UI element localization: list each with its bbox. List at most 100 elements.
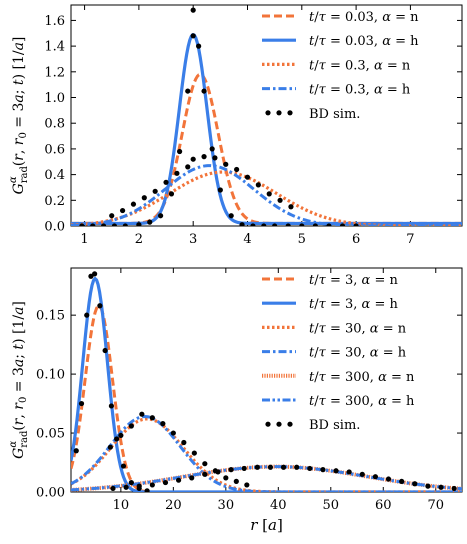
x-tick-label: 60 <box>375 498 392 513</box>
x-tick-label: 70 <box>427 498 444 513</box>
bd-sim-point <box>128 479 134 486</box>
bd-sim-point <box>228 467 234 473</box>
bd-sim-point <box>73 448 79 454</box>
series-line <box>71 277 462 492</box>
bd-sim-point <box>244 174 251 180</box>
bd-sim-point <box>288 204 294 210</box>
bd-sim-point <box>385 476 392 482</box>
legend-label: t/τ = 0.3, α = h <box>309 83 411 98</box>
bd-sim-point <box>277 197 283 203</box>
x-tick-label: 1 <box>80 232 88 247</box>
bd-sim-point <box>223 161 229 167</box>
bd-sim-point <box>109 213 115 219</box>
bd-sim-point <box>312 223 318 226</box>
bd-sim-point <box>372 474 378 480</box>
series-line <box>71 417 462 492</box>
bd-sim-point <box>97 303 103 309</box>
bottom-panel: 10 20 30 40 50 60 70 0.00 0.05 0.10 0.15 Gradα(r, r… <box>8 267 463 534</box>
bd-sim-point <box>346 469 352 475</box>
bd-sim-point <box>353 223 359 226</box>
x-tick-label: 7 <box>406 232 414 247</box>
bd-sim-point <box>144 488 150 492</box>
bd-sim-point <box>92 271 98 277</box>
y-tick-label: 1.4 <box>44 40 65 55</box>
series-line <box>71 304 462 492</box>
bd-sim-point <box>451 485 457 492</box>
bd-sim-point <box>272 223 278 226</box>
x-tick-label: 20 <box>165 498 182 513</box>
y-tick-label: 0.05 <box>36 427 65 442</box>
bd-sim-point <box>185 164 191 170</box>
bd-sim-point <box>438 484 444 490</box>
bd-sim-point <box>228 213 234 219</box>
bd-sim-point <box>412 481 418 487</box>
bd-sim-point <box>217 187 223 193</box>
y-tick-label: 0.8 <box>44 117 65 132</box>
y-tick-label: 1.2 <box>44 65 65 80</box>
bd-sim-point <box>233 478 239 484</box>
bd-sim-point <box>100 223 107 226</box>
x-tick-label: 4 <box>243 232 251 247</box>
bd-sim-point <box>201 154 207 160</box>
bd-sim-point <box>149 482 155 488</box>
x-tick-label: 30 <box>218 498 235 513</box>
bd-sim-point <box>234 166 240 173</box>
y-tick-label: 1.6 <box>44 14 65 29</box>
bd-sim-point <box>139 411 145 417</box>
y-tick-label: 0.2 <box>44 194 65 209</box>
legend-label: t/τ = 0.3, α = n <box>309 58 411 73</box>
bd-sim-point <box>185 88 191 94</box>
legend-label: t/τ = 0.03, α = h <box>309 34 419 49</box>
y-tick-label: 0.15 <box>36 309 65 324</box>
x-tick-label: 50 <box>323 498 340 513</box>
bd-sim-point <box>118 432 124 439</box>
bd-sim-point <box>299 223 305 226</box>
bd-sim-point <box>152 188 158 194</box>
series-line <box>71 164 462 226</box>
bd-sim-point <box>212 155 218 161</box>
legend-label: t/τ = 3, α = n <box>309 273 398 288</box>
bd-sim-point <box>280 464 287 470</box>
bd-sim-point <box>149 415 155 421</box>
x-tick-label: 6 <box>352 232 360 247</box>
bd-sim-point <box>141 195 147 201</box>
bd-sim-point <box>162 479 169 486</box>
y-tick-label: 0.4 <box>44 168 65 183</box>
bd-sim-point <box>190 156 196 162</box>
bd-sim-point <box>111 223 118 226</box>
bd-sim-point <box>163 179 169 185</box>
legend-dot <box>276 421 282 427</box>
bd-sim-point <box>160 421 166 427</box>
y-tick-label: 0.6 <box>44 142 65 157</box>
bd-sim-point <box>267 464 274 470</box>
bd-sim-point <box>399 478 405 484</box>
series-line <box>71 33 462 226</box>
bd-sim-point <box>244 482 250 488</box>
x-axis-label: r [a] <box>250 516 283 534</box>
bd-sim-point <box>359 471 365 477</box>
bd-sim-point <box>425 483 431 489</box>
bd-sim-point <box>181 439 187 446</box>
bd-sim-point <box>136 222 142 226</box>
bd-sim-point <box>119 207 126 214</box>
legend-dot <box>287 110 293 116</box>
bd-sim-point <box>110 485 116 492</box>
legend-label: t/τ = 3, α = h <box>309 297 398 312</box>
bd-sim-point <box>339 223 346 226</box>
bd-sim-point <box>320 467 326 473</box>
legend-label: t/τ = 30, α = h <box>309 346 407 361</box>
bd-sim-point <box>189 475 195 481</box>
bd-sim-point <box>202 471 208 477</box>
bd-sim-point <box>108 403 115 409</box>
bd-sim-point <box>215 469 221 475</box>
bd-sim-point <box>168 191 175 197</box>
bd-sim-point <box>174 170 180 176</box>
bd-sim-point <box>261 223 267 226</box>
x-tick-label: 3 <box>189 232 197 247</box>
bd-sim-point <box>241 465 247 472</box>
bd-sim-point <box>170 430 176 436</box>
bd-sim-point <box>254 464 260 470</box>
y-tick-label: 0.0 <box>44 220 65 235</box>
plot-frame <box>70 4 463 227</box>
bd-sim-point <box>123 484 129 490</box>
